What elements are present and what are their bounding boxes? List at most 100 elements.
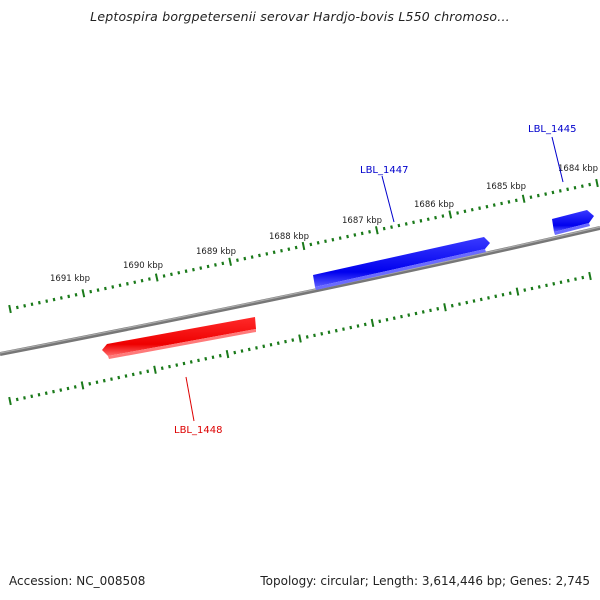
inner-minor-tick (421, 310, 425, 314)
outer-minor-tick (419, 218, 423, 223)
outer-minor-tick (30, 302, 34, 307)
inner-minor-tick (269, 342, 273, 347)
outer-minor-tick (74, 293, 78, 297)
outer-minor-tick (140, 278, 144, 283)
outer-minor-tick (23, 304, 27, 308)
inner-minor-tick (160, 366, 164, 371)
inner-minor-tick (458, 302, 461, 306)
inner-major-tick (153, 365, 157, 374)
inner-minor-tick (52, 389, 55, 394)
inner-minor-tick (320, 331, 324, 336)
inner-minor-tick (479, 297, 483, 302)
outer-minor-tick (404, 222, 408, 226)
scale-label-1691: 1691 kbp (50, 274, 90, 284)
inner-minor-tick (240, 349, 244, 353)
gene-label-LBL_1448[interactable]: LBL_1448 (174, 425, 222, 436)
scale-label-1686: 1686 kbp (414, 200, 454, 210)
outer-minor-tick (456, 211, 459, 215)
accession-text: Accession: NC_008508 (9, 574, 146, 588)
inner-major-tick (443, 303, 447, 312)
inner-minor-tick (276, 341, 280, 346)
inner-minor-tick (73, 385, 77, 389)
inner-minor-tick (37, 392, 41, 397)
inner-minor-tick (559, 280, 563, 285)
outer-minor-tick (514, 198, 518, 203)
scale-label-1685: 1685 kbp (486, 182, 526, 192)
outer-minor-tick (162, 274, 166, 278)
gene-label-LBL_1445[interactable]: LBL_1445 (528, 124, 576, 135)
scale-label-1684: 1684 kbp (558, 164, 598, 174)
inner-major-tick (515, 287, 520, 296)
outer-minor-tick (104, 286, 107, 291)
gene-arrow[interactable] (102, 317, 256, 356)
outer-minor-tick (573, 185, 577, 190)
inner-minor-tick (494, 294, 498, 299)
inner-minor-tick (429, 308, 432, 313)
outer-major-tick (521, 194, 526, 203)
outer-minor-tick (272, 250, 276, 255)
scale-label-1690: 1690 kbp (123, 261, 163, 271)
gene-arrow[interactable] (552, 210, 594, 232)
outer-minor-tick (243, 256, 247, 261)
gene-LBL_1445[interactable] (552, 210, 594, 235)
inner-major-tick (8, 396, 12, 406)
outer-minor-tick (287, 247, 291, 251)
outer-minor-tick (59, 296, 63, 300)
outer-major-tick (154, 273, 159, 282)
inner-minor-tick (131, 372, 135, 377)
outer-minor-tick (309, 242, 313, 247)
outer-minor-tick (507, 200, 511, 204)
outer-minor-tick (206, 264, 210, 269)
outer-minor-tick (551, 190, 555, 195)
inner-minor-tick (117, 375, 121, 380)
inner-minor-tick (414, 311, 418, 316)
outer-minor-tick (170, 272, 173, 277)
outer-minor-tick (492, 203, 496, 207)
outer-minor-tick (118, 283, 122, 288)
outer-minor-tick (250, 255, 254, 259)
inner-major-tick (298, 334, 302, 343)
inner-minor-tick (175, 363, 179, 367)
inner-minor-tick (218, 353, 222, 358)
outer-minor-tick (426, 217, 430, 222)
outer-minor-tick (148, 277, 151, 281)
outer-minor-tick (89, 289, 93, 294)
inner-minor-tick (124, 374, 128, 378)
chromosome-backbone (0, 226, 600, 356)
outer-minor-tick (434, 215, 437, 220)
inner-minor-tick (392, 316, 396, 321)
gene-arrow[interactable] (313, 237, 490, 287)
outer-minor-tick (15, 305, 19, 310)
gene-LBL_1448[interactable] (102, 317, 256, 359)
outer-minor-tick (566, 187, 570, 192)
inner-minor-tick (247, 347, 251, 352)
inner-minor-tick (102, 378, 106, 383)
inner-minor-tick (211, 355, 215, 360)
inner-minor-tick (349, 325, 353, 330)
gene-LBL_1447[interactable] (313, 237, 490, 290)
outer-minor-tick (412, 220, 415, 225)
outer-minor-tick (324, 239, 327, 244)
inner-minor-tick (407, 313, 411, 317)
outer-minor-tick (338, 236, 342, 240)
outer-minor-tick (199, 266, 203, 270)
outer-minor-tick (580, 184, 584, 188)
outer-minor-tick (544, 192, 548, 196)
inner-minor-tick (284, 339, 287, 344)
inner-minor-tick (197, 358, 200, 363)
inner-minor-tick (30, 394, 34, 399)
gene-label-LBL_1447[interactable]: LBL_1447 (360, 165, 408, 176)
summary-text: Topology: circular; Length: 3,614,446 bp… (260, 574, 590, 588)
outer-major-tick (375, 226, 379, 235)
scale-label-1688: 1688 kbp (269, 232, 309, 242)
scale-label-1687: 1687 kbp (342, 216, 382, 226)
outer-major-tick (595, 178, 599, 188)
inner-major-tick (80, 381, 85, 390)
inner-minor-tick (378, 319, 382, 324)
inner-minor-tick (139, 371, 142, 375)
outer-minor-tick (382, 226, 386, 231)
inner-minor-tick (501, 292, 505, 297)
inner-minor-tick (110, 377, 113, 381)
scale-labels: 1684 kbp 1685 kbp 1686 kbp 1687 kbp 1688… (50, 164, 598, 284)
outer-minor-tick (265, 252, 269, 256)
